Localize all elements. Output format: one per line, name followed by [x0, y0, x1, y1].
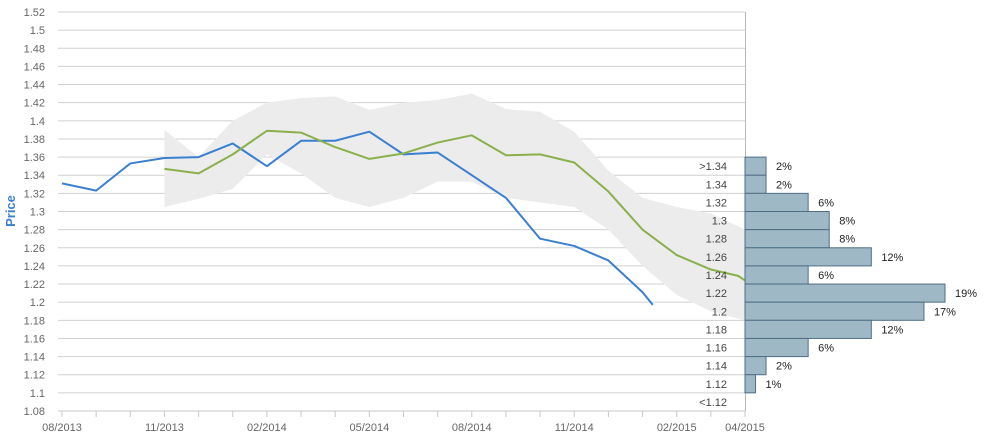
y-tick-label: 1.4	[30, 116, 45, 128]
y-tick-label: 1.22	[24, 279, 45, 291]
histogram-bar	[744, 174, 767, 194]
y-tick-label: 1.34	[24, 170, 45, 182]
histogram-value-label: 1%	[766, 379, 782, 391]
x-tick-label: 08/2014	[452, 422, 492, 434]
axes: 1.08 1.1 1.12 1.14 1.16 1.18 1.2 1.22 1.24 1.26 1.…	[24, 7, 765, 434]
histogram-category-label: <1.12	[699, 397, 727, 409]
histogram-value-label: 2%	[776, 179, 792, 191]
y-tick-label: 1.28	[24, 225, 45, 237]
histogram-category-label: 1.16	[706, 343, 727, 355]
y-tick-label: 1.24	[24, 261, 45, 273]
y-tick-label: 1.3	[30, 207, 45, 219]
histogram-bar	[744, 192, 809, 212]
histogram-value-label: 2%	[776, 361, 792, 373]
histogram-bar	[744, 301, 925, 321]
histogram-value-label: 17%	[934, 306, 956, 318]
y-tick-label: 1.16	[24, 333, 45, 345]
histogram-category-label: 1.32	[706, 197, 727, 209]
histogram-category-label: 1.3	[712, 216, 727, 228]
forecast-series-line	[164, 129, 746, 282]
histogram-category-label: 1.14	[706, 361, 727, 373]
confidence-band	[164, 93, 745, 321]
y-tick-label: 1.48	[24, 43, 45, 55]
x-tick-label: 08/2013	[42, 422, 82, 434]
histogram-bar	[744, 283, 946, 303]
histogram-category-label: 1.28	[706, 234, 727, 246]
x-tick-label: 02/2015	[657, 422, 697, 434]
x-tick-label: 02/2014	[247, 422, 287, 434]
y-tick-label: 1.5	[30, 25, 45, 37]
histogram-value-label: 6%	[818, 270, 834, 282]
y-tick-label: 1.12	[24, 370, 45, 382]
y-tick-label: 1.1	[30, 388, 45, 400]
forecast-range-band	[164, 93, 745, 321]
histogram-bar	[744, 319, 872, 339]
y-axis-title: Price	[3, 195, 18, 227]
histogram-value-label: 12%	[881, 252, 903, 264]
x-tick-label: 11/2013	[145, 422, 184, 434]
histogram-bar	[744, 265, 809, 285]
histogram-bar	[744, 247, 872, 267]
x-tick-label: 11/2014	[555, 422, 594, 434]
x-tick-label: 04/2015	[725, 422, 765, 434]
series-lines	[61, 129, 746, 306]
histogram-value-label: 2%	[776, 161, 792, 173]
y-tick-label: 1.44	[24, 80, 45, 92]
histogram-value-label: 8%	[839, 216, 855, 228]
histogram-bar	[744, 374, 757, 394]
histogram-bar	[744, 156, 767, 176]
histogram-value-label: 19%	[955, 288, 977, 300]
histogram-value-label: 12%	[881, 324, 903, 336]
histogram-bar	[744, 211, 830, 231]
y-tick-label: 1.18	[24, 315, 45, 327]
y-tick-label: 1.36	[24, 152, 45, 164]
histogram-category-label: 1.18	[706, 324, 727, 336]
distribution-bars: >1.34 2% 1.34 2% 1.32 6% 1.3 8% 1.28 8% 1.26 12% 1.2…	[699, 156, 977, 409]
y-tick-label: 1.26	[24, 243, 45, 255]
y-tick-label: 1.2	[30, 297, 45, 309]
x-tick-label: 05/2014	[349, 422, 389, 434]
y-tick-label: 1.38	[24, 134, 45, 146]
y-tick-label: 1.42	[24, 98, 45, 110]
histogram-category-label: 1.22	[706, 288, 727, 300]
histogram-bar	[744, 356, 767, 376]
histogram-value-label: 6%	[818, 343, 834, 355]
histogram-category-label: >1.34	[699, 161, 727, 173]
actual-series-line	[61, 130, 654, 306]
histogram-bar	[744, 229, 830, 249]
histogram-bar	[744, 337, 809, 358]
y-tick-label: 1.14	[24, 352, 45, 364]
y-tick-label: 1.52	[24, 7, 45, 19]
histogram-category-label: 1.24	[706, 270, 727, 282]
histogram-category-label: 1.34	[706, 179, 727, 191]
y-tick-label: 1.46	[24, 61, 45, 73]
histogram-value-label: 6%	[818, 197, 834, 209]
y-tick-label: 1.32	[24, 188, 45, 200]
histogram-category-label: 1.26	[706, 252, 727, 264]
histogram-value-label: 8%	[839, 234, 855, 246]
y-tick-label: 1.08	[24, 406, 45, 418]
histogram-category-label: 1.2	[712, 306, 727, 318]
histogram-category-label: 1.12	[706, 379, 727, 391]
